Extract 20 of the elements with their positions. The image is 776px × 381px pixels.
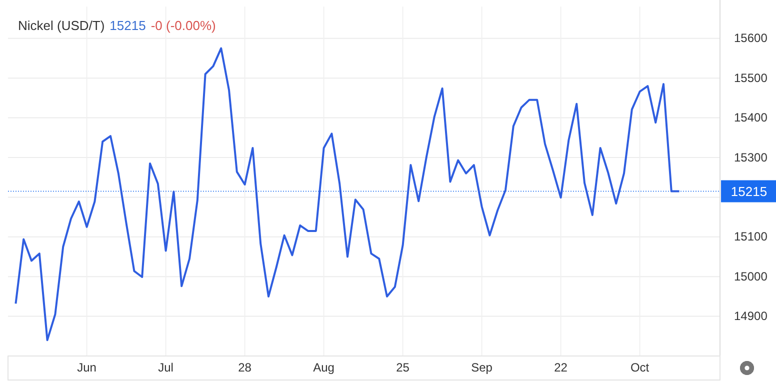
x-tick-label: Aug <box>313 360 334 375</box>
x-tick-label: Jun <box>77 360 96 375</box>
text: Nickel (USD/T) <box>18 18 105 33</box>
x-tick-label: Jul <box>158 360 174 375</box>
y-tick-label: 15400 <box>734 110 768 125</box>
y-tick-label: 15500 <box>734 70 768 85</box>
y-tick-label: 15100 <box>734 230 768 244</box>
x-tick-label: 22 <box>554 360 568 375</box>
x-tick-label: Sep <box>471 360 493 375</box>
x-tick-label: 25 <box>396 360 410 375</box>
y-tick-label: 14900 <box>734 309 768 324</box>
x-tick-label: 28 <box>238 360 252 375</box>
x-tick-label: Oct <box>630 360 650 375</box>
y-tick-label: 15300 <box>734 150 768 164</box>
line-series <box>14 47 680 342</box>
y-tick-label: 15600 <box>734 31 768 46</box>
ref-line-label: 15215 <box>730 184 768 200</box>
y-tick-label: 15000 <box>734 269 768 284</box>
annotation: 15215 <box>110 18 146 33</box>
annotation: -0 (-0.00%) <box>150 18 216 33</box>
